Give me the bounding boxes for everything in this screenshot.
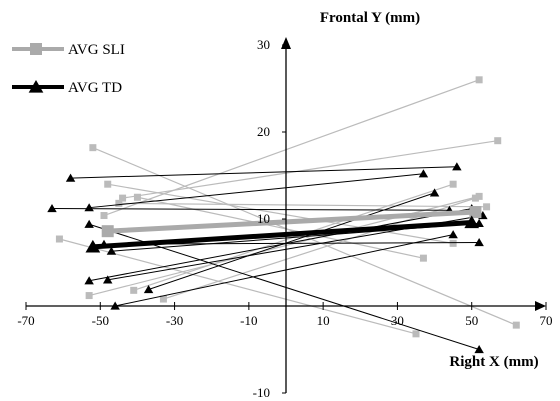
- y-tick-label: 20: [257, 124, 270, 139]
- sli-subject-4: [104, 180, 457, 247]
- avg-sli-line: [107, 209, 476, 234]
- td-subject-point: [84, 276, 94, 285]
- sli-subject-3: [119, 137, 502, 202]
- avg-td-point: [464, 215, 480, 229]
- sli-subject-point: [159, 295, 167, 303]
- sli-subject-point: [104, 180, 112, 188]
- legend-label: AVG SLI: [68, 42, 125, 58]
- td-subject-point: [47, 204, 57, 213]
- avg-td-series: [85, 215, 480, 253]
- x-tick-label: 10: [317, 313, 330, 328]
- sli-subject-point: [85, 292, 93, 300]
- x-tick-label: 50: [465, 313, 478, 328]
- legend-item-2: AVG TD: [12, 80, 122, 96]
- td-subject-point: [429, 188, 440, 197]
- x-axis-title: Right X (mm): [449, 354, 538, 370]
- sli-subject-point: [449, 239, 457, 247]
- td-subject-line: [148, 192, 435, 290]
- sli-subject-line: [118, 202, 487, 208]
- sli-subject-point: [100, 212, 108, 220]
- sli-subject-point: [475, 76, 483, 84]
- x-tick-label: 70: [540, 313, 553, 328]
- sli-subject-9: [115, 199, 491, 211]
- sli-subject-line: [107, 183, 454, 244]
- legend-marker: [28, 80, 44, 93]
- sli-subject-point: [483, 203, 491, 211]
- avg-sli-series: [101, 206, 482, 238]
- td-subject-point: [474, 237, 484, 247]
- sli-subject-point: [512, 321, 520, 329]
- x-tick-label: -50: [92, 313, 109, 328]
- avg-td-line: [92, 219, 472, 250]
- sli-subject-point: [55, 235, 63, 243]
- sli-subject-line: [122, 140, 498, 199]
- sli-subject-point: [130, 286, 138, 294]
- legend: AVG SLI AVG TD: [12, 42, 125, 96]
- y-tick-label: 10: [257, 211, 270, 226]
- y-tick-label: 30: [257, 37, 270, 52]
- sli-subject-point: [475, 192, 483, 200]
- td-subject-point: [84, 219, 94, 228]
- td-subject-point: [418, 169, 429, 178]
- td-subject-2: [84, 169, 429, 212]
- avg-td-point: [85, 239, 101, 253]
- x-tick-label: 30: [391, 313, 404, 328]
- td-subject-point: [452, 162, 462, 171]
- sli-subject-point: [119, 194, 127, 202]
- legend-marker: [30, 43, 42, 55]
- sli-subject-line: [88, 195, 480, 297]
- sli-subject-point: [115, 199, 123, 207]
- x-axis-arrow: [535, 301, 546, 311]
- sli-subject-5: [55, 235, 420, 338]
- sli-subject-point: [471, 194, 479, 202]
- axes: -70 -50 -30 -10 10 30 50 70 -10 10 20 30: [17, 37, 553, 400]
- td-subject-8: [143, 188, 440, 294]
- legend-item-1: AVG SLI: [12, 42, 125, 58]
- sli-subject-10: [133, 193, 427, 262]
- x-tick-label: -10: [240, 313, 257, 328]
- y-axis-arrow: [281, 37, 291, 49]
- td-subject-line: [70, 166, 457, 179]
- td-subject-line: [115, 234, 454, 307]
- y-tick-label: -10: [253, 385, 270, 400]
- x-tick-label: -30: [166, 313, 183, 328]
- sli-subject-line: [137, 196, 424, 259]
- td-subject-point: [65, 173, 76, 182]
- series-layer: [47, 76, 520, 354]
- avg-sli-point: [469, 206, 482, 219]
- sli-subject-point: [449, 180, 457, 188]
- td-subject-point: [448, 230, 458, 239]
- avg-sli-point: [101, 225, 114, 238]
- legend-label: AVG TD: [68, 80, 122, 96]
- sli-subject-point: [412, 330, 420, 338]
- x-tick-label: -70: [17, 313, 34, 328]
- td-subject-point: [84, 203, 94, 212]
- td-subject-point: [102, 275, 113, 284]
- sli-subject-2: [100, 76, 483, 220]
- td-subject-point: [474, 345, 484, 354]
- sli-subject-line: [59, 238, 417, 335]
- sli-subject-point: [419, 254, 427, 262]
- sli-subject-line: [103, 79, 480, 217]
- sli-subject-point: [494, 137, 502, 145]
- sli-subject-point: [133, 193, 141, 201]
- td-subject-point: [143, 284, 154, 294]
- td-subject-point: [106, 246, 117, 255]
- td-subject-line: [89, 173, 424, 209]
- sli-subject-point: [89, 144, 97, 152]
- y-axis-title: Frontal Y (mm): [320, 10, 420, 26]
- td-subject-1: [65, 162, 462, 182]
